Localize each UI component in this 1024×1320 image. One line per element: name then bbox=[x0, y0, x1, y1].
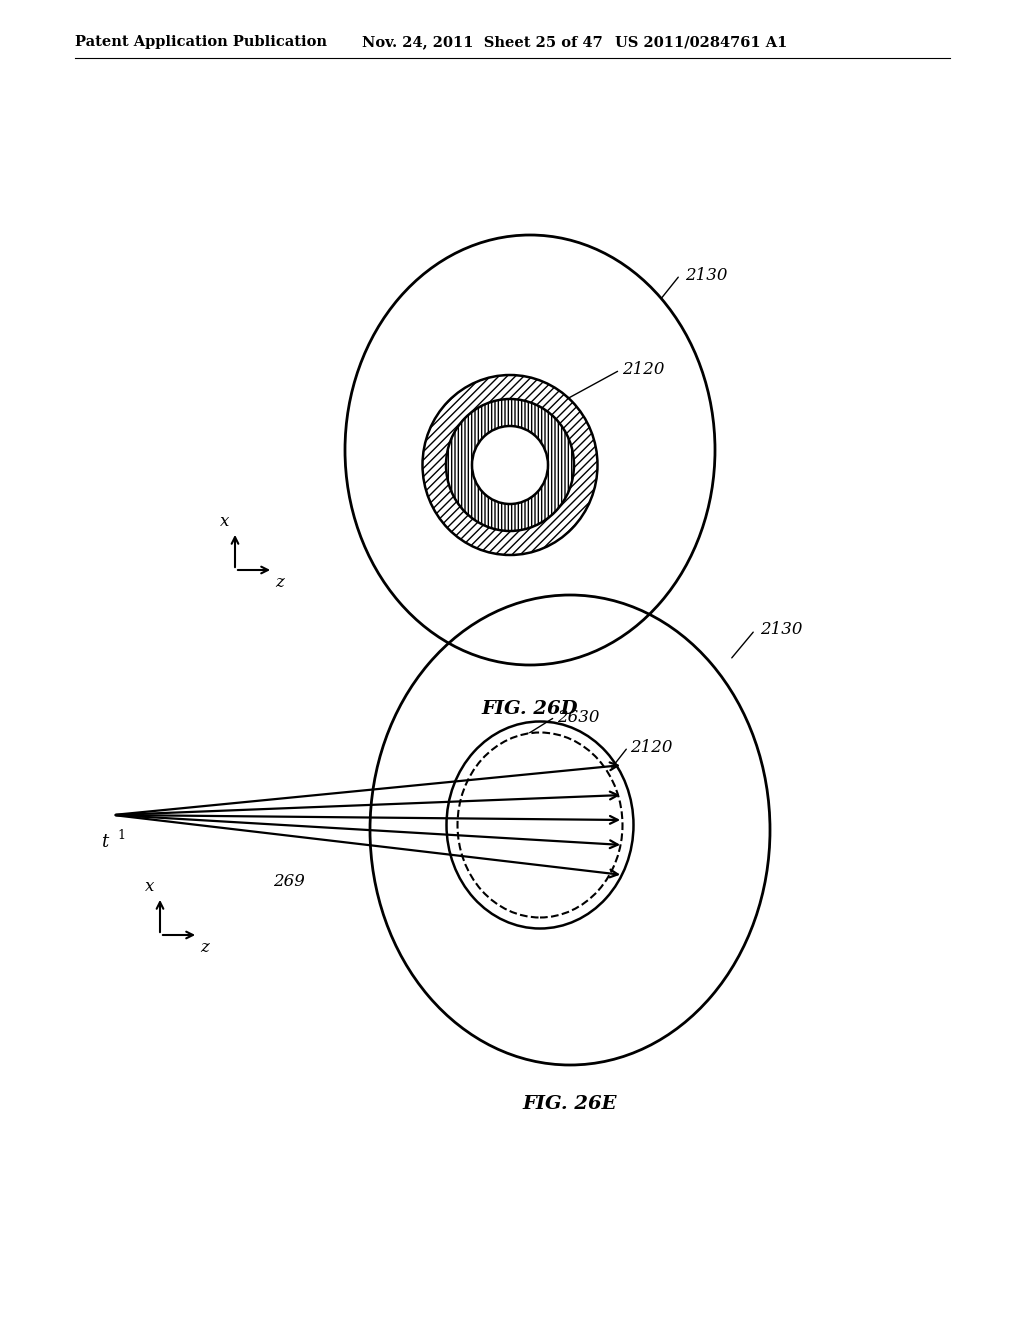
Ellipse shape bbox=[446, 722, 634, 928]
Text: Nov. 24, 2011  Sheet 25 of 47: Nov. 24, 2011 Sheet 25 of 47 bbox=[362, 36, 603, 49]
Text: z: z bbox=[275, 574, 284, 591]
Ellipse shape bbox=[423, 375, 597, 554]
Text: 2130: 2130 bbox=[760, 622, 803, 639]
Ellipse shape bbox=[446, 399, 574, 531]
Ellipse shape bbox=[458, 733, 623, 917]
Text: x: x bbox=[145, 878, 155, 895]
Text: 2130: 2130 bbox=[685, 267, 727, 284]
Text: FIG. 26D: FIG. 26D bbox=[481, 700, 579, 718]
Text: US 2011/0284761 A1: US 2011/0284761 A1 bbox=[615, 36, 787, 49]
Text: x: x bbox=[220, 513, 229, 531]
Text: FIG. 26E: FIG. 26E bbox=[522, 1096, 617, 1113]
Text: 2120: 2120 bbox=[622, 362, 665, 379]
Text: z: z bbox=[200, 939, 209, 956]
Text: Patent Application Publication: Patent Application Publication bbox=[75, 36, 327, 49]
Ellipse shape bbox=[472, 426, 548, 504]
Text: 1: 1 bbox=[117, 829, 125, 842]
Text: t: t bbox=[100, 833, 108, 851]
Text: 2120: 2120 bbox=[630, 738, 673, 755]
Text: 2630: 2630 bbox=[557, 709, 599, 726]
Text: 269: 269 bbox=[273, 873, 305, 890]
